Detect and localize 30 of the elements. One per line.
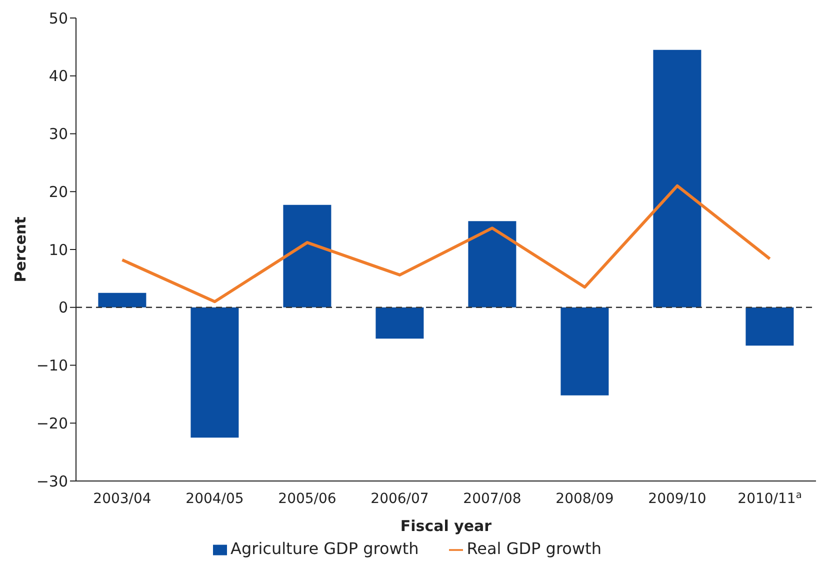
bar (376, 307, 424, 339)
x-tick-label: 2009/10 (648, 491, 706, 507)
y-tick-label: 20 (48, 182, 68, 201)
y-tick-label: 30 (48, 125, 68, 144)
x-tick-label: 2010/11$^{a}$ (738, 490, 802, 507)
x-tick-label: 2006/07 (370, 491, 429, 507)
line-series (120, 184, 772, 304)
bar (653, 50, 702, 308)
bar (283, 204, 332, 308)
y-tick-label: 10 (48, 240, 68, 259)
y-tick-label: 0 (58, 298, 68, 317)
y-tick-label: 40 (48, 67, 68, 86)
y-axis-title: Percent (11, 216, 30, 282)
bar (746, 307, 794, 346)
legend-label: Agriculture GDP growth (230, 539, 419, 558)
y-tick-label: −30 (36, 472, 68, 490)
y-tick-label: −10 (36, 356, 68, 375)
x-tick-label: 2007/08 (463, 491, 522, 507)
bar (560, 307, 609, 396)
x-tick-label: 2008/09 (556, 491, 614, 507)
bar (98, 292, 146, 308)
y-tick-label: −20 (36, 414, 68, 432)
bar (190, 307, 239, 438)
legend-label: Real GDP growth (466, 539, 602, 558)
y-tick-label: 50 (48, 9, 68, 28)
x-tick-label: 2004/05 (186, 491, 244, 507)
x-axis-title: Fiscal year (400, 517, 492, 535)
x-tick-label: 2005/06 (278, 491, 336, 507)
x-tick-label: 2003/04 (93, 491, 152, 507)
bar (468, 221, 516, 308)
